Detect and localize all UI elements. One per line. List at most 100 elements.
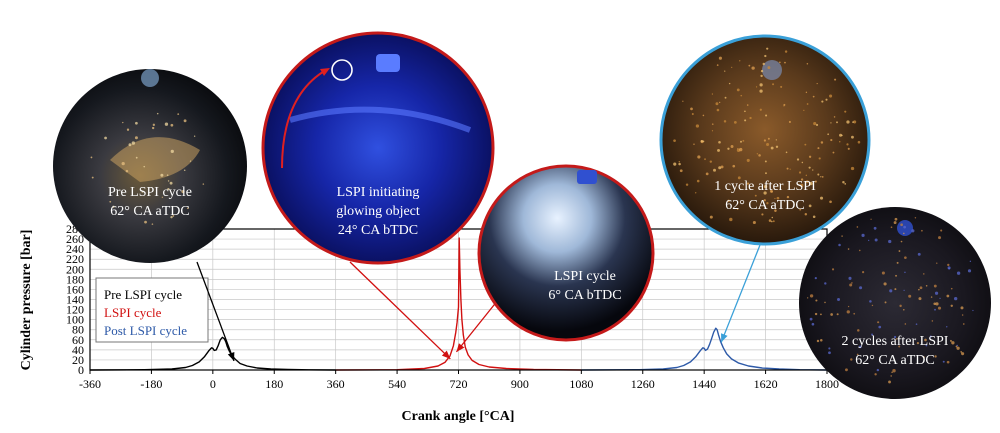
photo-speckle bbox=[700, 140, 703, 143]
photo-speckle bbox=[759, 83, 763, 87]
glowing-object-marker bbox=[331, 59, 353, 81]
photo-speckle bbox=[852, 121, 854, 123]
photo-speckle bbox=[834, 78, 837, 81]
photo-speckle bbox=[933, 302, 936, 306]
photo-speckle bbox=[796, 158, 800, 161]
photo-speckle bbox=[903, 308, 905, 311]
photo-speckle bbox=[896, 261, 899, 264]
photo-speckle bbox=[972, 309, 974, 312]
photo-speckle bbox=[764, 160, 767, 163]
photo-speckle bbox=[847, 305, 850, 308]
photo-speckle bbox=[767, 66, 771, 70]
photo-speckle bbox=[774, 209, 777, 212]
photo-speckle bbox=[798, 171, 802, 174]
photo-speckle bbox=[820, 338, 823, 342]
photo-lspi-cycle-caption-2: 6° CA bTDC bbox=[548, 288, 621, 303]
photo-speckle bbox=[776, 196, 780, 200]
photo-speckle bbox=[724, 70, 726, 72]
photo-speckle bbox=[841, 235, 843, 237]
photo-speckle bbox=[784, 61, 786, 64]
photo-speckle bbox=[908, 294, 912, 298]
photo-speckle bbox=[763, 199, 766, 202]
photo-speckle bbox=[829, 94, 833, 98]
photo-speckle bbox=[764, 54, 767, 58]
photo-speckle bbox=[916, 341, 920, 345]
photo-speckle bbox=[919, 286, 923, 290]
photo-pre-lspi bbox=[53, 69, 247, 263]
photo-speckle bbox=[772, 83, 775, 86]
photo-speckle bbox=[900, 223, 903, 227]
photo-speckle bbox=[161, 196, 164, 198]
photo-speckle bbox=[717, 148, 720, 152]
photo-lspi-cycle-caption-1: LSPI cycle bbox=[554, 269, 616, 284]
photo-speckle bbox=[904, 256, 907, 260]
photo-speckle bbox=[715, 102, 719, 106]
photo-speckle bbox=[931, 320, 934, 322]
photo-speckle bbox=[937, 306, 942, 310]
photo-speckle bbox=[925, 344, 928, 347]
photo-speckle bbox=[775, 145, 779, 148]
photo-speckle bbox=[869, 300, 872, 303]
photo-speckle bbox=[946, 360, 950, 364]
photo-speckle bbox=[960, 351, 963, 353]
photo-speckle bbox=[830, 122, 832, 124]
photo-speckle bbox=[962, 323, 965, 325]
photo-speckle bbox=[761, 213, 764, 216]
photo-speckle bbox=[837, 298, 840, 301]
photo-speckle bbox=[950, 287, 953, 290]
photo-speckle bbox=[877, 321, 880, 324]
photo-speckle bbox=[836, 313, 839, 316]
photo-speckle bbox=[848, 276, 852, 280]
photo-speckle bbox=[786, 167, 789, 170]
photo-speckle bbox=[762, 62, 765, 66]
x-tick-label: 1260 bbox=[631, 377, 655, 391]
photo-speckle bbox=[800, 178, 804, 181]
arrow-head-lspi bbox=[456, 343, 465, 352]
photo-speckle bbox=[685, 183, 689, 186]
photo-speckle bbox=[690, 107, 693, 111]
photo-lspi-cycle bbox=[477, 164, 655, 342]
y-tick-label: 120 bbox=[66, 303, 84, 317]
photo-speckle bbox=[763, 191, 767, 195]
y-tick-label: 180 bbox=[66, 272, 84, 286]
photo-speckle bbox=[825, 98, 828, 101]
photo-speckle bbox=[950, 304, 953, 307]
photo-pre-lspi-spark-plug bbox=[141, 69, 159, 87]
photo-speckle bbox=[697, 155, 701, 159]
photo-speckle bbox=[673, 139, 676, 143]
photo-speckle bbox=[716, 64, 719, 66]
photo-speckle bbox=[755, 86, 758, 88]
arrow-pre bbox=[196, 261, 235, 362]
photo-speckle bbox=[832, 151, 835, 154]
photo-speckle bbox=[771, 216, 774, 219]
photo-speckle bbox=[923, 273, 925, 275]
series-line-lspi bbox=[335, 237, 582, 371]
photo-speckle bbox=[812, 215, 816, 219]
photo-speckle bbox=[889, 289, 893, 293]
photo-speckle bbox=[841, 134, 843, 137]
photo-speckle bbox=[820, 141, 824, 144]
photo-speckle bbox=[830, 313, 833, 316]
photo-speckle bbox=[678, 162, 681, 166]
photo-one-cycle-after-caption-1: 1 cycle after LSPI bbox=[714, 179, 816, 194]
photo-speckle bbox=[709, 215, 713, 219]
photo-speckle bbox=[746, 104, 749, 106]
photo-speckle bbox=[183, 119, 187, 123]
photo-speckle bbox=[765, 114, 768, 117]
photo-speckle bbox=[167, 188, 170, 191]
photo-speckle bbox=[828, 347, 831, 350]
photo-speckle bbox=[850, 166, 855, 171]
photo-speckle bbox=[816, 82, 818, 85]
photo-speckle bbox=[756, 153, 759, 155]
x-tick-label: 540 bbox=[388, 377, 406, 391]
photo-speckle bbox=[839, 141, 841, 143]
photo-speckle bbox=[890, 226, 893, 229]
photo-speckle bbox=[898, 345, 901, 348]
photo-speckle bbox=[933, 284, 937, 288]
photo-speckle bbox=[894, 217, 898, 221]
photo-speckle bbox=[883, 282, 887, 286]
photo-speckle bbox=[763, 139, 766, 142]
photo-speckle bbox=[739, 60, 741, 62]
photo-speckle bbox=[183, 169, 186, 172]
photo-speckle bbox=[892, 369, 896, 373]
